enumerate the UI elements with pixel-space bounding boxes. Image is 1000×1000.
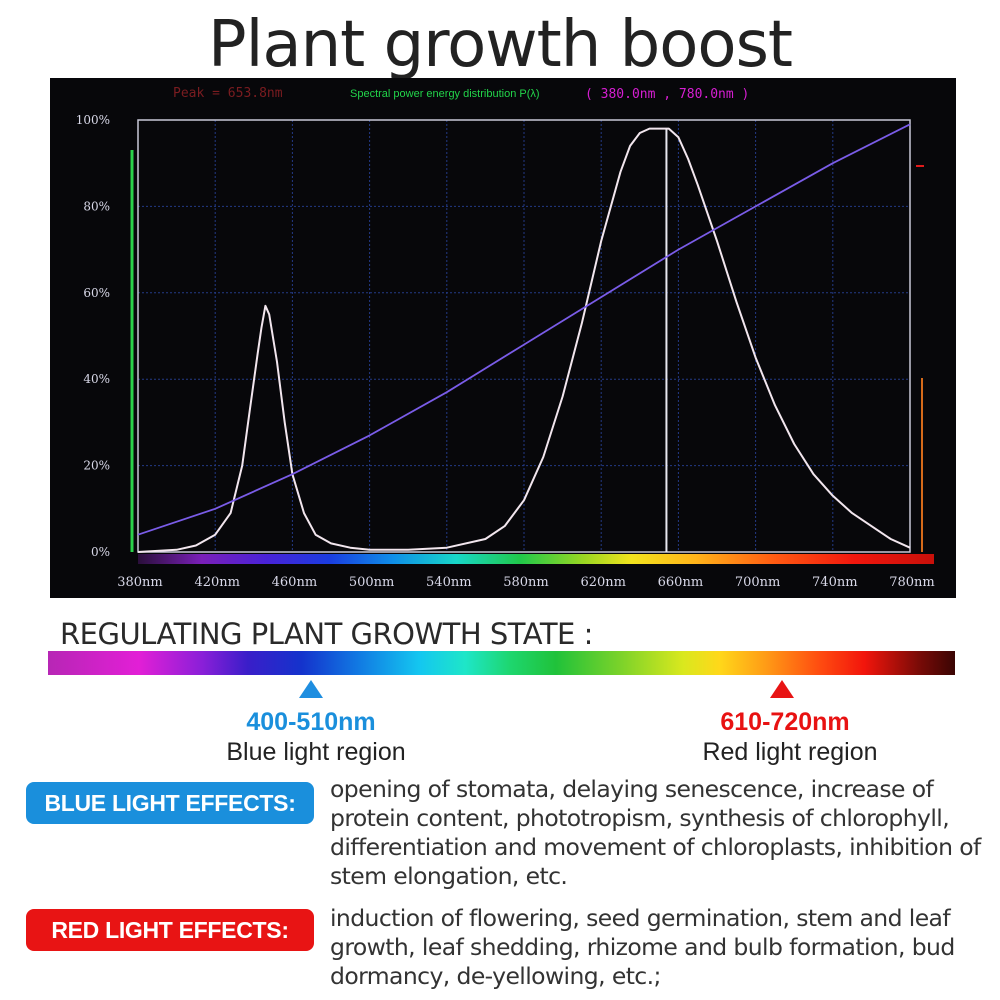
blue-region-label: Blue light region: [226, 738, 406, 766]
x-tick-label: 420nm: [194, 575, 240, 590]
red-region-label: Red light region: [702, 738, 878, 766]
chart-title: Spectral power energy distribution P(λ): [350, 88, 540, 100]
red-region-range: 610-720nm: [720, 708, 850, 736]
blue-region-marker-icon: [299, 680, 323, 698]
x-tick-label: 700nm: [735, 575, 781, 590]
x-tick-label: 460nm: [272, 575, 318, 590]
x-tick-label: 740nm: [812, 575, 858, 590]
wavelength-color-bar: [138, 554, 934, 564]
y-tick-label: 100%: [76, 113, 110, 127]
range-readout: ( 380.0nm , 780.0nm ): [585, 87, 749, 102]
x-tick-label: 620nm: [580, 575, 626, 590]
peak-readout: Peak = 653.8nm: [173, 86, 283, 101]
chart-tick-labels: 380nm 420nm 460nm 500nm 540nm 580nm 620nm 660nm…: [76, 113, 935, 590]
red-effects-text: induction of flowering, seed germination…: [330, 904, 955, 990]
x-tick-label: 780nm: [889, 575, 935, 590]
red-region-marker-icon: [770, 680, 794, 698]
plot-frame: [137, 119, 911, 553]
page-title: Plant growth boost: [208, 8, 793, 82]
blue-region-range: 400-510nm: [246, 708, 376, 736]
chart-axes: [130, 119, 924, 553]
red-effects-badge: RED LIGHT EFFECTS:: [26, 909, 314, 951]
chart-grid: [138, 120, 910, 552]
y-tick-label: 0%: [91, 545, 110, 559]
x-tick-label: 580nm: [503, 575, 549, 590]
y-tick-label: 80%: [83, 199, 110, 213]
blue-effects-text: opening of stomata, delaying senescence,…: [330, 775, 981, 890]
section-heading: REGULATING PLANT GROWTH STATE :: [60, 617, 593, 651]
chart-series: [137, 123, 911, 553]
y-tick-label: 40%: [83, 372, 110, 386]
reference-curve: [137, 123, 911, 536]
y-tick-label: 60%: [83, 286, 110, 300]
spectral-distribution-chart: Peak = 653.8nm Spectral power energy dis…: [50, 78, 956, 598]
y-tick-label: 20%: [83, 459, 110, 473]
x-tick-label: 540nm: [426, 575, 472, 590]
x-tick-label: 660nm: [658, 575, 704, 590]
spectral-power-curve: [137, 127, 911, 553]
blue-effects-badge: BLUE LIGHT EFFECTS:: [26, 782, 314, 824]
spectrum-gradient-bar: [48, 651, 955, 675]
x-tick-label: 500nm: [349, 575, 395, 590]
chart-background: [50, 78, 956, 598]
x-tick-label: 380nm: [117, 575, 163, 590]
wavelength-gradient: [138, 554, 934, 564]
